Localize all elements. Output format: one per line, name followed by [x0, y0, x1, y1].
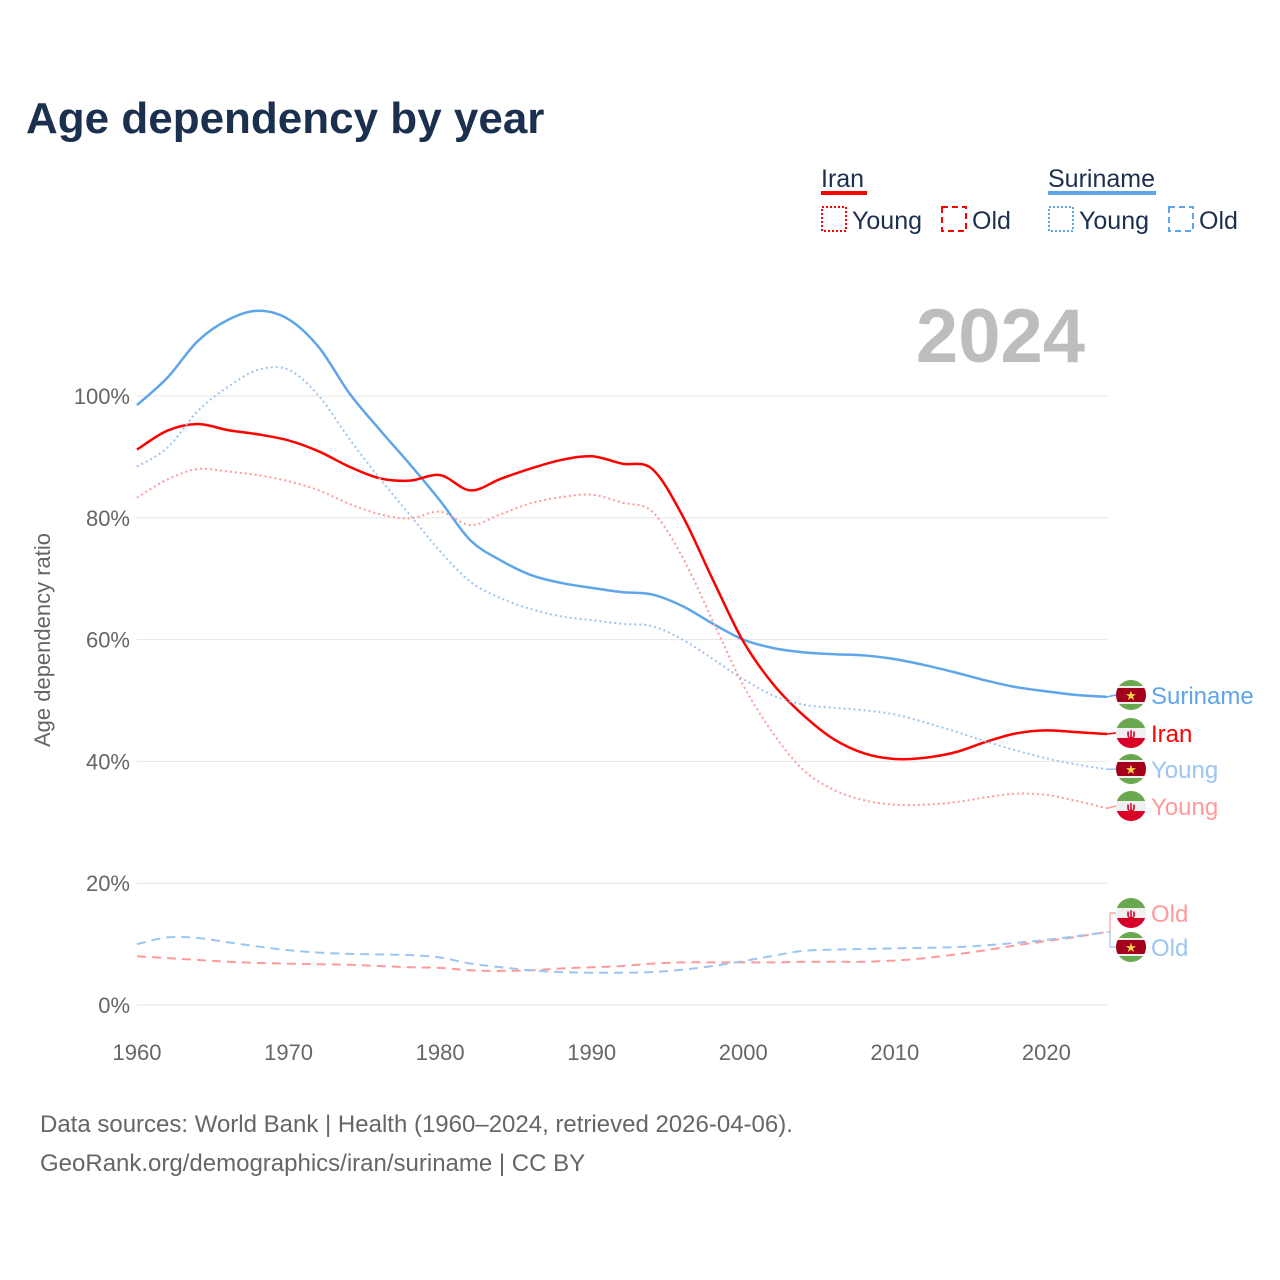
- suriname-flag-icon: ★: [1116, 754, 1146, 784]
- legend-group-suriname[interactable]: Suriname Young Old: [1048, 165, 1238, 235]
- y-tick-label: 80%: [86, 506, 130, 531]
- end-label-suriname[interactable]: ★ Suriname: [1106, 680, 1254, 710]
- y-axis-label: Age dependency ratio: [30, 533, 55, 747]
- y-tick-label: 60%: [86, 628, 130, 653]
- legend-item-iran-young[interactable]: Young: [852, 207, 922, 235]
- end-label-text: Old: [1151, 935, 1188, 962]
- leader-line: [1106, 732, 1117, 735]
- iran-flag-icon: ψ: [1116, 898, 1146, 928]
- end-label-text: Iran: [1151, 721, 1192, 748]
- x-tick-label: 2010: [870, 1040, 919, 1065]
- legend-swatch-suriname-young: [1048, 206, 1074, 232]
- x-tick-label: 1960: [113, 1040, 162, 1065]
- leader-line: [1107, 931, 1116, 948]
- end-label-suriname-old[interactable]: ★ Old: [1107, 931, 1188, 962]
- end-label-suriname-young[interactable]: ★ Young: [1106, 754, 1218, 784]
- legend-swatch-iran-young: [821, 206, 847, 232]
- legend-item-suriname-young[interactable]: Young: [1079, 207, 1149, 235]
- svg-text:★: ★: [1125, 688, 1137, 703]
- legend-group-iran[interactable]: Iran Young Old: [821, 165, 1011, 235]
- legend-swatch-iran-old: [941, 206, 967, 232]
- svg-text:ψ: ψ: [1126, 800, 1135, 814]
- end-label-text: Young: [1151, 757, 1218, 784]
- series-lines: [136, 309, 1108, 974]
- footer-attribution[interactable]: GeoRank.org/demographics/iran/suriname |…: [40, 1150, 585, 1177]
- legend-group-label-iran: Iran: [821, 165, 864, 193]
- end-label-text: Young: [1151, 794, 1218, 821]
- legend-item-suriname-old[interactable]: Old: [1199, 207, 1238, 235]
- svg-text:★: ★: [1125, 762, 1137, 777]
- suriname-flag-icon: ★: [1116, 932, 1146, 962]
- series-line-iran[interactable]: [136, 422, 1108, 761]
- legend-swatch-suriname: [1048, 191, 1156, 195]
- legend-swatch-iran: [821, 191, 867, 195]
- gridlines: [137, 395, 1107, 1006]
- series-line-suriname-old[interactable]: [136, 930, 1108, 974]
- end-label-iran-old[interactable]: ψ Old: [1107, 898, 1188, 933]
- x-tick-label: 2020: [1022, 1040, 1071, 1065]
- x-tick-label: 2000: [719, 1040, 768, 1065]
- y-tick-label: 0%: [98, 993, 130, 1018]
- end-label-iran-young[interactable]: ψ Young: [1106, 791, 1218, 821]
- svg-text:ψ: ψ: [1126, 907, 1135, 921]
- end-label-text: Suriname: [1151, 683, 1254, 710]
- x-tick-label: 1990: [567, 1040, 616, 1065]
- leader-line: [1107, 912, 1116, 933]
- y-tick-label: 40%: [86, 749, 130, 774]
- leader-line: [1106, 694, 1117, 698]
- x-tick-label: 1980: [416, 1040, 465, 1065]
- series-line-suriname-young[interactable]: [136, 366, 1108, 771]
- footer-sources: Data sources: World Bank | Health (1960–…: [40, 1111, 793, 1138]
- legend-swatch-suriname-old: [1168, 206, 1194, 232]
- x-tick-labels: 1960 1970 1980 1990 2000 2010 2020: [113, 1040, 1071, 1065]
- svg-text:ψ: ψ: [1126, 727, 1135, 741]
- svg-text:★: ★: [1125, 940, 1137, 955]
- legend-item-iran-old[interactable]: Old: [972, 207, 1011, 235]
- year-watermark: 2024: [916, 294, 1085, 379]
- legend-group-label-suriname: Suriname: [1048, 165, 1155, 193]
- end-label-iran[interactable]: ψ Iran: [1106, 718, 1192, 748]
- chart-title: Age dependency by year: [26, 94, 544, 143]
- iran-flag-icon: ψ: [1116, 718, 1146, 748]
- suriname-flag-icon: ★: [1116, 680, 1146, 710]
- y-tick-labels: 0% 20% 40% 60% 80% 100%: [74, 384, 130, 1018]
- x-tick-label: 1970: [264, 1040, 313, 1065]
- y-tick-label: 20%: [86, 871, 130, 896]
- end-label-text: Old: [1151, 901, 1188, 928]
- series-line-iran-young[interactable]: [136, 467, 1108, 810]
- leader-line: [1106, 805, 1117, 810]
- y-tick-label: 100%: [74, 384, 130, 409]
- series-line-iran-old[interactable]: [136, 930, 1108, 972]
- end-labels: ★ Suriname ψ Iran ★ Young ψ Young ψ Old ★ Old: [1106, 680, 1254, 962]
- legend: Iran Young Old Suriname Young Old: [821, 165, 1238, 235]
- iran-flag-icon: ψ: [1116, 791, 1146, 821]
- series-line-suriname[interactable]: [136, 309, 1108, 699]
